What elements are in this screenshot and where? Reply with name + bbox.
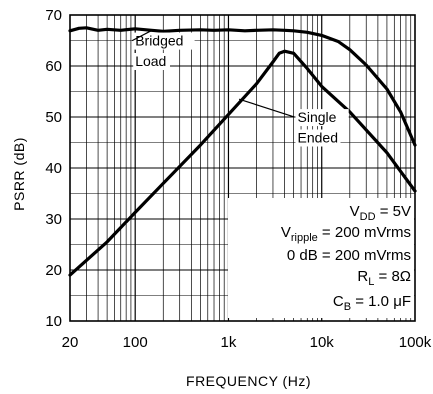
condition-value: = 1.0 μF [351,293,411,310]
series-line-2 [68,49,417,277]
y-tick-labels: 10 20 30 40 50 60 70 [45,7,62,330]
x-tick-label: 100k [399,334,432,351]
condition-symbol: V [281,224,291,241]
y-tick-label: 30 [45,211,62,228]
series-layer [68,26,417,277]
condition-symbol: C [333,293,344,310]
x-tick-label: 10k [310,334,335,351]
series-line-1 [68,26,417,147]
condition-symbol: R [357,268,368,285]
x-tick-label: 100 [123,334,148,351]
condition-value: = 5V [376,203,411,220]
x-tick-labels: 20 100 1k 10k 100k [62,334,432,351]
y-tick-label: 70 [45,7,62,24]
test-condition: 0 dB = 200 mVrms [287,247,411,264]
curve-annotation: Single [298,109,337,125]
condition-value: = 200 mVrms [318,224,411,241]
annotation-background [133,53,170,70]
curve-annotation: Load [135,53,166,69]
plot-frame [69,14,416,322]
conditions-background [228,198,414,318]
condition-symbol: 0 dB = 200 mVrms [287,247,411,264]
condition-value: = 8Ω [374,268,411,285]
x-tick-label: 20 [62,334,79,351]
condition-subscript: DD [360,211,376,223]
leader-line [131,29,154,42]
condition-subscript: B [344,301,351,313]
y-tick-label: 20 [45,262,62,279]
curve-annotation: Ended [298,130,338,146]
test-condition: VDD = 5V [350,203,411,223]
y-axis-label: PSRR (dB) [11,137,27,211]
curve-annotation: Bridged [135,33,183,49]
test-condition: Vripple = 200 mVrms [281,224,411,244]
y-tick-label: 10 [45,313,62,330]
condition-subscript: L [368,276,374,288]
x-tick-label: 1k [221,334,237,351]
test-condition: RL = 8Ω [357,268,411,288]
x-axis-label: FREQUENCY (Hz) [186,373,311,389]
condition-subscript: ripple [291,232,318,244]
annotation-background [133,32,195,50]
annotation-background [295,129,341,147]
annotation-background [295,109,349,127]
y-tick-label: 50 [45,109,62,126]
test-condition: CB = 1.0 μF [333,293,411,313]
condition-symbol: V [350,203,360,220]
y-tick-label: 60 [45,58,62,75]
y-tick-label: 40 [45,160,62,177]
leader-line [238,98,295,118]
annotation-layer: Bridged Load Single Ended [131,29,349,147]
